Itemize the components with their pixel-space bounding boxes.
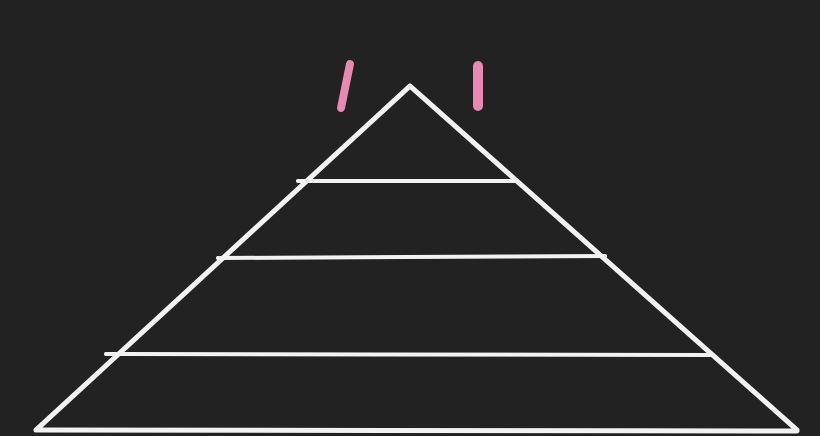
- pyramid-divider-3: [104, 352, 712, 357]
- top-tick-left: [337, 60, 354, 112]
- pyramid-outline: [33, 83, 800, 433]
- pyramid-base: [33, 427, 800, 434]
- pyramid-divider-2: [216, 254, 607, 260]
